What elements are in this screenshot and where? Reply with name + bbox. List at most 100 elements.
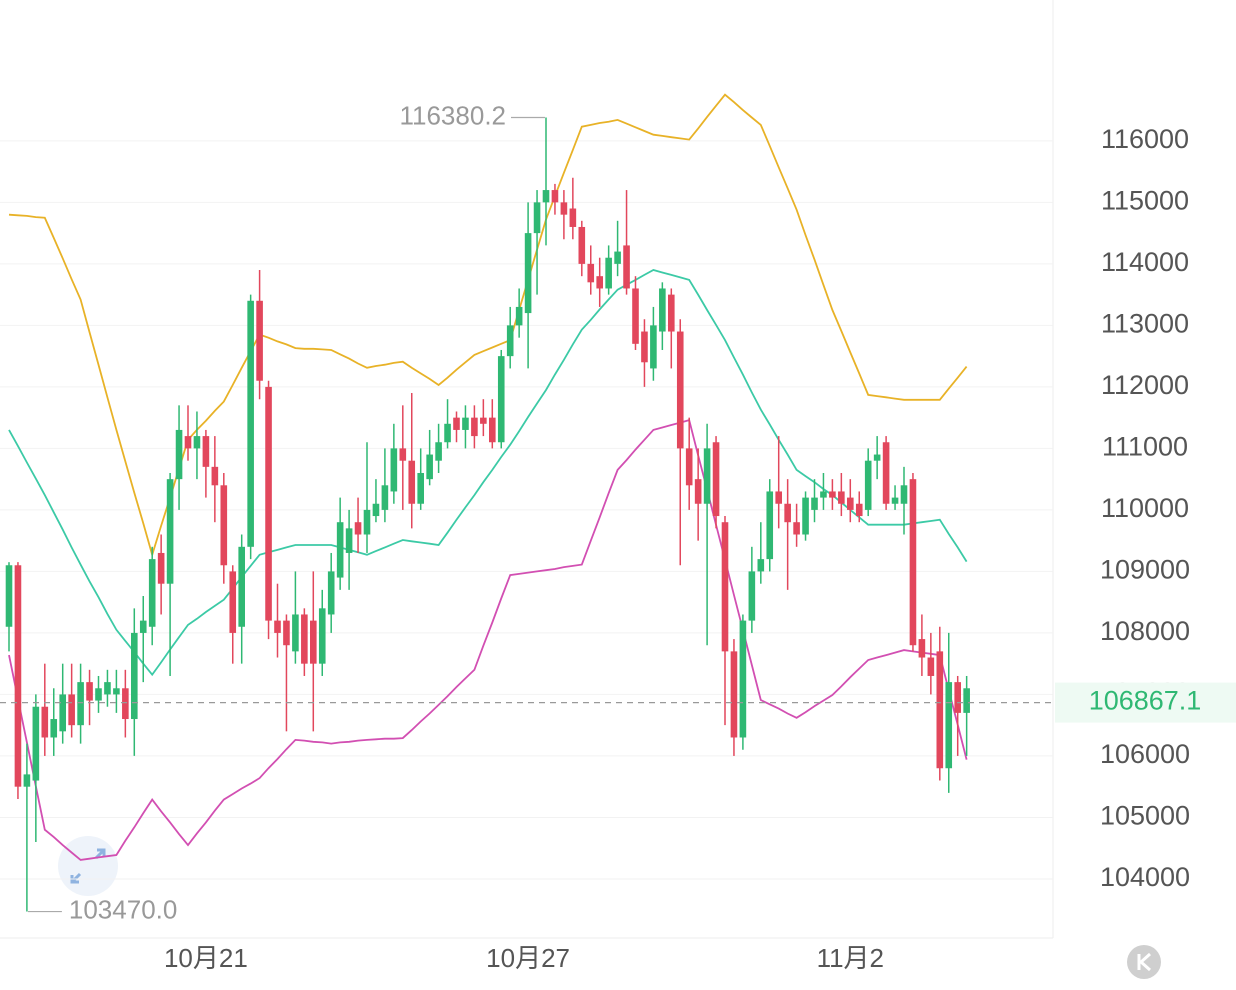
candle-body bbox=[650, 325, 657, 369]
candle-body bbox=[157, 552, 165, 584]
candle-body bbox=[175, 429, 183, 480]
candle-body bbox=[954, 682, 961, 713]
candle-body bbox=[453, 417, 460, 430]
expand-icon[interactable] bbox=[58, 836, 118, 896]
candle-body bbox=[864, 460, 872, 510]
candle-body bbox=[927, 657, 935, 676]
k-button-icon[interactable] bbox=[1137, 952, 1151, 972]
candle-body bbox=[748, 571, 756, 621]
candle-body bbox=[614, 251, 621, 264]
candle-body bbox=[122, 688, 129, 720]
k-button[interactable] bbox=[1127, 945, 1161, 979]
candle-body bbox=[104, 682, 111, 695]
candle-body bbox=[524, 233, 532, 314]
expand-arrows[interactable] bbox=[70, 848, 106, 884]
last-price-box bbox=[1055, 682, 1236, 723]
candle-body bbox=[569, 208, 577, 227]
candle-body bbox=[345, 528, 353, 553]
y-tick-label: 116000 bbox=[1101, 124, 1189, 154]
candle-body bbox=[113, 688, 120, 695]
candle-body bbox=[506, 325, 514, 357]
candle-body bbox=[694, 479, 702, 504]
candle-body bbox=[632, 288, 639, 344]
candle-body bbox=[220, 485, 228, 566]
candle-body bbox=[86, 682, 93, 701]
candle-body bbox=[605, 257, 612, 289]
candle-body bbox=[900, 485, 908, 504]
candle-body bbox=[775, 491, 782, 504]
candle-body bbox=[265, 386, 272, 621]
candle-body bbox=[676, 331, 684, 449]
candle-body bbox=[909, 479, 917, 646]
candle-body bbox=[918, 639, 926, 658]
candle-body bbox=[480, 417, 487, 424]
candle-body bbox=[5, 565, 13, 627]
candle-body bbox=[641, 331, 648, 363]
candle-body bbox=[23, 774, 31, 787]
last-price-label: 106867.1 bbox=[1089, 686, 1202, 716]
candle-body bbox=[793, 522, 800, 535]
candle-body bbox=[497, 356, 505, 443]
y-tick-label: 109000 bbox=[1100, 555, 1190, 585]
candle-body bbox=[489, 417, 496, 443]
candle-body bbox=[659, 288, 666, 332]
candle-body bbox=[829, 491, 836, 498]
y-tick-label: 104000 bbox=[1100, 862, 1190, 892]
max-label: 116380.2 bbox=[399, 100, 506, 130]
candle-body bbox=[247, 300, 254, 547]
candles bbox=[5, 117, 970, 912]
min-label: 103470.0 bbox=[69, 894, 177, 924]
candle-body bbox=[578, 226, 586, 264]
candle-body bbox=[202, 436, 210, 467]
candle-body bbox=[283, 620, 290, 646]
candle-body bbox=[855, 503, 863, 517]
candle-body bbox=[462, 417, 469, 430]
candle-body bbox=[945, 682, 953, 769]
candle-body bbox=[623, 245, 630, 289]
candle-body bbox=[327, 571, 335, 615]
expand-icon-bg[interactable] bbox=[58, 836, 118, 896]
candle-body bbox=[301, 614, 308, 664]
candle-body bbox=[820, 491, 827, 498]
band-line bbox=[8, 418, 968, 861]
candle-body bbox=[32, 706, 40, 781]
candle-body bbox=[14, 565, 22, 787]
candle-body bbox=[838, 491, 845, 504]
candle-body bbox=[139, 620, 147, 633]
y-tick-label: 105000 bbox=[1100, 801, 1190, 831]
y-tick-label: 110000 bbox=[1101, 493, 1189, 523]
candle-body bbox=[435, 442, 442, 461]
candle-body bbox=[166, 479, 174, 584]
candle-body bbox=[784, 503, 791, 523]
band-line bbox=[8, 269, 968, 677]
candle-body bbox=[354, 522, 362, 535]
candle-body bbox=[184, 436, 192, 449]
candle-body bbox=[229, 571, 237, 633]
candle-body bbox=[292, 614, 299, 652]
candle-body bbox=[847, 497, 854, 510]
x-tick-label: 10月27 bbox=[486, 943, 570, 973]
candle-body bbox=[148, 559, 156, 627]
candle-body bbox=[757, 559, 765, 572]
candle-body bbox=[256, 300, 263, 381]
candle-body bbox=[336, 522, 344, 578]
y-tick-label: 108000 bbox=[1100, 616, 1190, 646]
candle-body bbox=[318, 608, 326, 664]
candle-body bbox=[95, 688, 102, 701]
candle-body bbox=[668, 294, 675, 332]
candle-body bbox=[730, 651, 738, 738]
candle-body bbox=[533, 202, 541, 234]
candle-body bbox=[399, 448, 407, 461]
candle-body bbox=[131, 632, 138, 720]
candle-body bbox=[891, 497, 899, 504]
candle-body bbox=[50, 719, 58, 738]
x-tick-label: 10月21 bbox=[164, 943, 248, 973]
k-button-bg[interactable] bbox=[1127, 945, 1161, 979]
candle-body bbox=[936, 651, 944, 769]
y-tick-label: 112000 bbox=[1101, 370, 1189, 400]
candle-body bbox=[560, 202, 568, 215]
y-tick-label: 115000 bbox=[1101, 185, 1189, 215]
candle-body bbox=[542, 190, 550, 203]
y-tick-label: 113000 bbox=[1101, 309, 1189, 339]
